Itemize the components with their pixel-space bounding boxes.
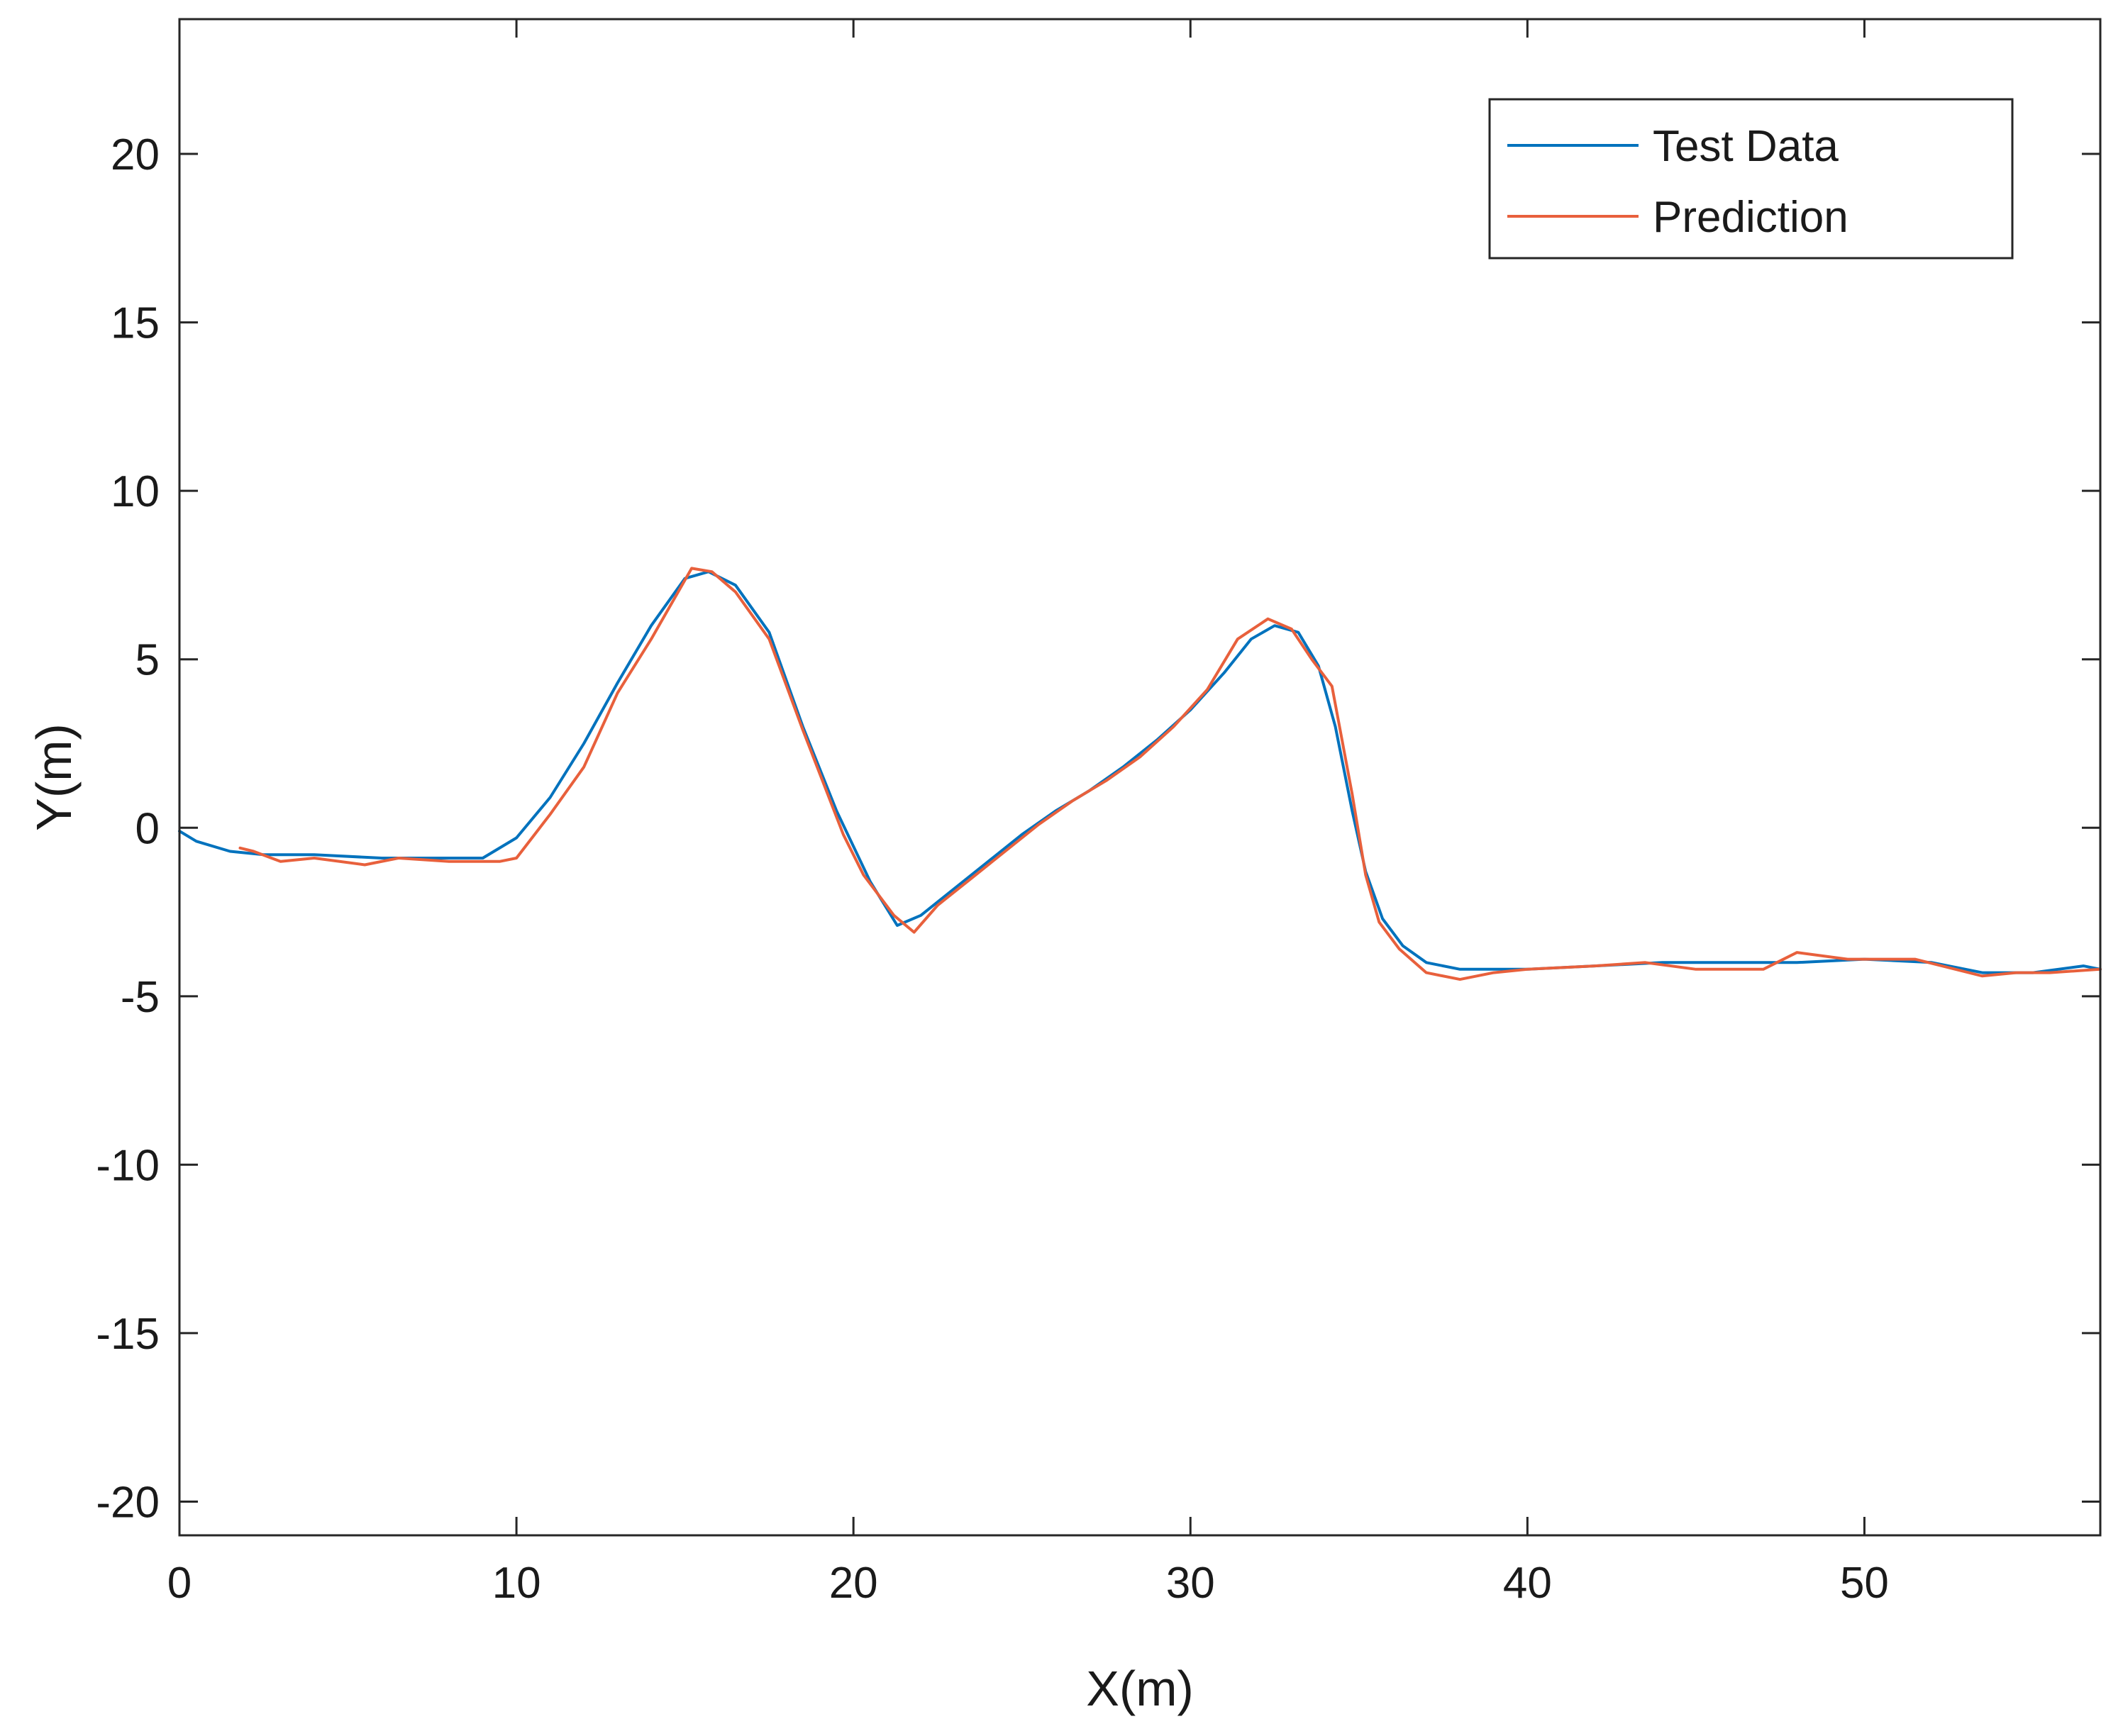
legend-label-prediction: Prediction [1653, 193, 1848, 242]
plot-area [179, 19, 2100, 1535]
x-tick-label: 10 [492, 1559, 541, 1608]
y-tick-label: 0 [135, 804, 160, 853]
y-tick-label: -20 [96, 1478, 160, 1527]
x-axis-title: X(m) [1086, 1661, 1194, 1716]
legend-box [1488, 98, 2014, 260]
x-tick-label: 0 [167, 1559, 192, 1608]
legend: Test Data Prediction [1488, 98, 2014, 260]
y-tick-label: 20 [111, 130, 160, 179]
x-tick-label: 30 [1166, 1559, 1215, 1608]
y-tick-label: 5 [135, 636, 160, 685]
legend-label-test-data: Test Data [1653, 122, 1839, 171]
y-tick-label: 15 [111, 299, 160, 348]
series-line-prediction [238, 567, 2102, 981]
series-layer [178, 567, 2102, 981]
ticks-layer [178, 19, 2100, 1535]
y-tick-label: -10 [96, 1141, 160, 1190]
plot-frame [178, 18, 2102, 1537]
y-tick-label: -15 [96, 1310, 160, 1359]
x-tick-label: 50 [1840, 1559, 1889, 1608]
x-tick-label: 40 [1503, 1559, 1552, 1608]
x-tick-label: 20 [829, 1559, 878, 1608]
tick-labels-layer: 0 10 20 30 40 50 -20 -15 -10 -5 0 5 10 15 20 [96, 130, 1889, 1608]
y-axis-title: Y(m) [26, 723, 82, 831]
y-tick-label: -5 [121, 973, 160, 1022]
y-tick-label: 10 [111, 467, 160, 516]
